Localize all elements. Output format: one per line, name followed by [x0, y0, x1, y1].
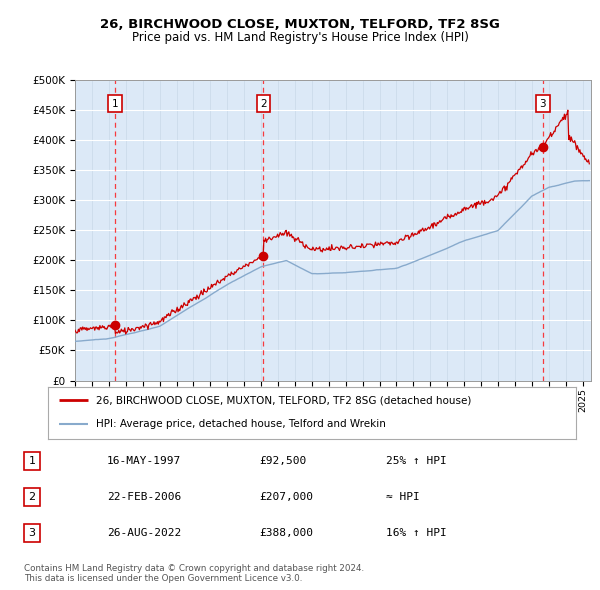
Text: 22-FEB-2006: 22-FEB-2006 — [107, 492, 181, 502]
Text: 3: 3 — [29, 528, 35, 538]
Text: HPI: Average price, detached house, Telford and Wrekin: HPI: Average price, detached house, Telf… — [95, 419, 385, 430]
Text: Price paid vs. HM Land Registry's House Price Index (HPI): Price paid vs. HM Land Registry's House … — [131, 31, 469, 44]
Text: 1: 1 — [29, 456, 35, 466]
Text: 26, BIRCHWOOD CLOSE, MUXTON, TELFORD, TF2 8SG (detached house): 26, BIRCHWOOD CLOSE, MUXTON, TELFORD, TF… — [95, 395, 471, 405]
Text: 26-AUG-2022: 26-AUG-2022 — [107, 528, 181, 538]
Text: 2: 2 — [29, 492, 36, 502]
Text: 3: 3 — [539, 99, 546, 109]
Text: 16% ↑ HPI: 16% ↑ HPI — [386, 528, 447, 538]
Text: £92,500: £92,500 — [260, 456, 307, 466]
Text: Contains HM Land Registry data © Crown copyright and database right 2024.
This d: Contains HM Land Registry data © Crown c… — [24, 563, 364, 583]
Text: ≈ HPI: ≈ HPI — [386, 492, 420, 502]
Text: 16-MAY-1997: 16-MAY-1997 — [107, 456, 181, 466]
Text: 26, BIRCHWOOD CLOSE, MUXTON, TELFORD, TF2 8SG: 26, BIRCHWOOD CLOSE, MUXTON, TELFORD, TF… — [100, 18, 500, 31]
Text: 2: 2 — [260, 99, 267, 109]
Text: 25% ↑ HPI: 25% ↑ HPI — [386, 456, 447, 466]
Text: 1: 1 — [112, 99, 118, 109]
Text: £388,000: £388,000 — [260, 528, 314, 538]
Text: £207,000: £207,000 — [260, 492, 314, 502]
